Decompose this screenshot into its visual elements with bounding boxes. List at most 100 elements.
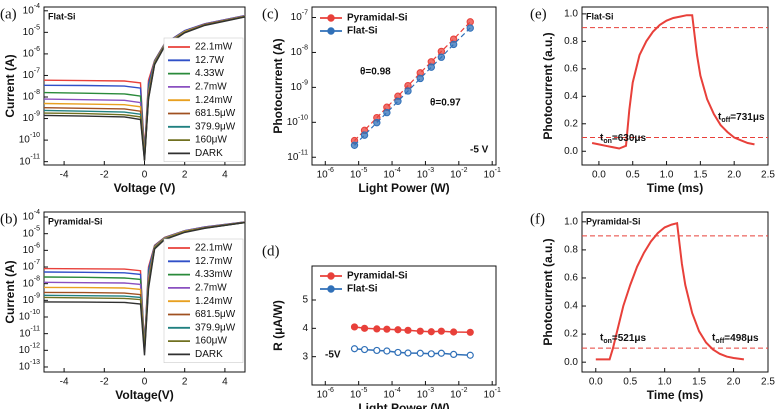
y-axis-title: Current (A) (3, 260, 17, 323)
data-point (416, 327, 424, 335)
x-tick-label: 0.0 (589, 377, 603, 388)
y-tick-label: 4 (302, 323, 308, 334)
data-point (360, 131, 369, 139)
plot-frame (311, 6, 497, 166)
y-tick-label: 10-5 (23, 24, 40, 38)
y-tick-label: 10-12 (19, 342, 40, 356)
x-tick-label: 10-2 (450, 167, 467, 181)
y-tick-label: 10-9 (23, 110, 40, 124)
y-tick-label: 10-7 (291, 9, 308, 23)
y-axis-title: Photocurrent (a.u.) (541, 32, 555, 139)
panel-label: (c) (262, 6, 279, 22)
y-tick-label: 10-9 (291, 79, 308, 93)
x-tick-label: 10-5 (350, 167, 367, 181)
data-point (427, 328, 435, 336)
legend-label: 379.9μW (195, 322, 236, 333)
panel-title: Flat-Si (586, 11, 614, 21)
y-tick-label: 10-9 (23, 292, 40, 306)
x-tick-label: 10-3 (417, 167, 434, 181)
annotation: ton=630μs (600, 133, 647, 145)
legend-label: Pyramidal-Si (347, 13, 408, 24)
y-tick-label: 10-10 (19, 309, 40, 323)
data-point (350, 345, 359, 353)
panel-title: Flat-Si (48, 11, 76, 21)
y-tick-label: 0.4 (564, 301, 578, 312)
series-line (595, 221, 745, 361)
data-point (383, 347, 391, 355)
panel-title: Pyramidal-Si (586, 216, 641, 226)
x-tick-label: 0.5 (626, 170, 640, 181)
y-tick-label: 5 (302, 295, 308, 306)
x-axis-title: Voltage (V) (114, 181, 176, 195)
data-point (437, 349, 445, 357)
data-point (373, 325, 381, 333)
panel-label: (f) (530, 211, 545, 227)
plot-frame (581, 6, 769, 166)
annotation: toff=498μs (712, 333, 759, 345)
x-tick-label: 0 (142, 377, 148, 388)
x-axis-title: Light Power (W) (358, 401, 449, 409)
legend-label: 12.7W (195, 55, 224, 66)
x-axis-title: Light Power (W) (358, 181, 449, 195)
legend-label: 4.33mW (195, 269, 233, 280)
x-tick-label: 2.0 (727, 170, 741, 181)
x-axis-title: Time (ms) (647, 388, 703, 402)
legend-label: 681.5μW (195, 309, 236, 320)
legend-label: DARK (195, 148, 223, 159)
data-point (437, 53, 446, 61)
data-point (394, 348, 402, 357)
panel-label: (d) (262, 243, 280, 259)
legend-marker (327, 27, 335, 35)
data-point (416, 74, 424, 83)
data-point (466, 328, 474, 336)
data-point (466, 24, 474, 32)
x-tick-label: -4 (60, 170, 69, 181)
legend-label: 681.5μW (195, 108, 236, 119)
data-point (373, 346, 381, 355)
y-tick-label: 10-7 (23, 259, 40, 273)
legend-label: 2.7mW (195, 283, 227, 294)
data-point (404, 326, 412, 334)
legend-label: 160μW (195, 135, 227, 146)
x-tick-label: 10-5 (350, 387, 367, 401)
data-point (404, 87, 412, 95)
data-point (383, 108, 391, 117)
legend-marker (327, 272, 335, 280)
y-tick-label: 10-13 (19, 359, 40, 373)
x-tick-label: 10-4 (383, 167, 400, 181)
annotation: θ=0.97 (430, 98, 461, 109)
legend-label: Flat-Si (347, 284, 378, 295)
plot-frame (581, 211, 769, 373)
x-tick-label: 0.5 (623, 377, 637, 388)
y-tick-label: 0.8 (564, 36, 578, 47)
data-point (350, 141, 359, 149)
legend-label: DARK (195, 349, 223, 360)
legend-label: 160μW (195, 336, 227, 347)
x-tick-label: 1.0 (658, 377, 672, 388)
y-tick-label: 10-8 (23, 89, 40, 103)
y-tick-label: 0.2 (564, 118, 578, 129)
legend-label: Flat-Si (347, 26, 378, 37)
x-tick-label: 10-1 (484, 387, 501, 401)
x-tick-label: -2 (100, 170, 109, 181)
annotation: toff=731μs (718, 112, 765, 124)
data-point (466, 18, 474, 26)
panel: (b) Pyramidal-Si Voltage(V) Current (A) -4 -2… (0, 209, 246, 402)
data-point (394, 97, 402, 105)
panel: (e) Flat-Si Time (ms) Photocurrent (a.u.) 0.… (530, 6, 775, 195)
data-point (466, 351, 474, 359)
data-point (416, 349, 424, 357)
data-point (450, 350, 458, 358)
x-tick-label: 2 (182, 170, 188, 181)
x-tick-label: 10-3 (417, 387, 434, 401)
y-tick-label: 0.0 (564, 357, 578, 368)
x-tick-label: 4 (222, 170, 228, 181)
y-tick-label: 10-5 (23, 226, 40, 240)
y-tick-label: 3 (302, 351, 308, 362)
plot-frame (311, 265, 497, 386)
x-tick-label: 10-1 (484, 167, 501, 181)
x-tick-label: -4 (60, 377, 69, 388)
series-line (43, 221, 246, 356)
y-axis-title: R (μA/W) (271, 300, 285, 351)
